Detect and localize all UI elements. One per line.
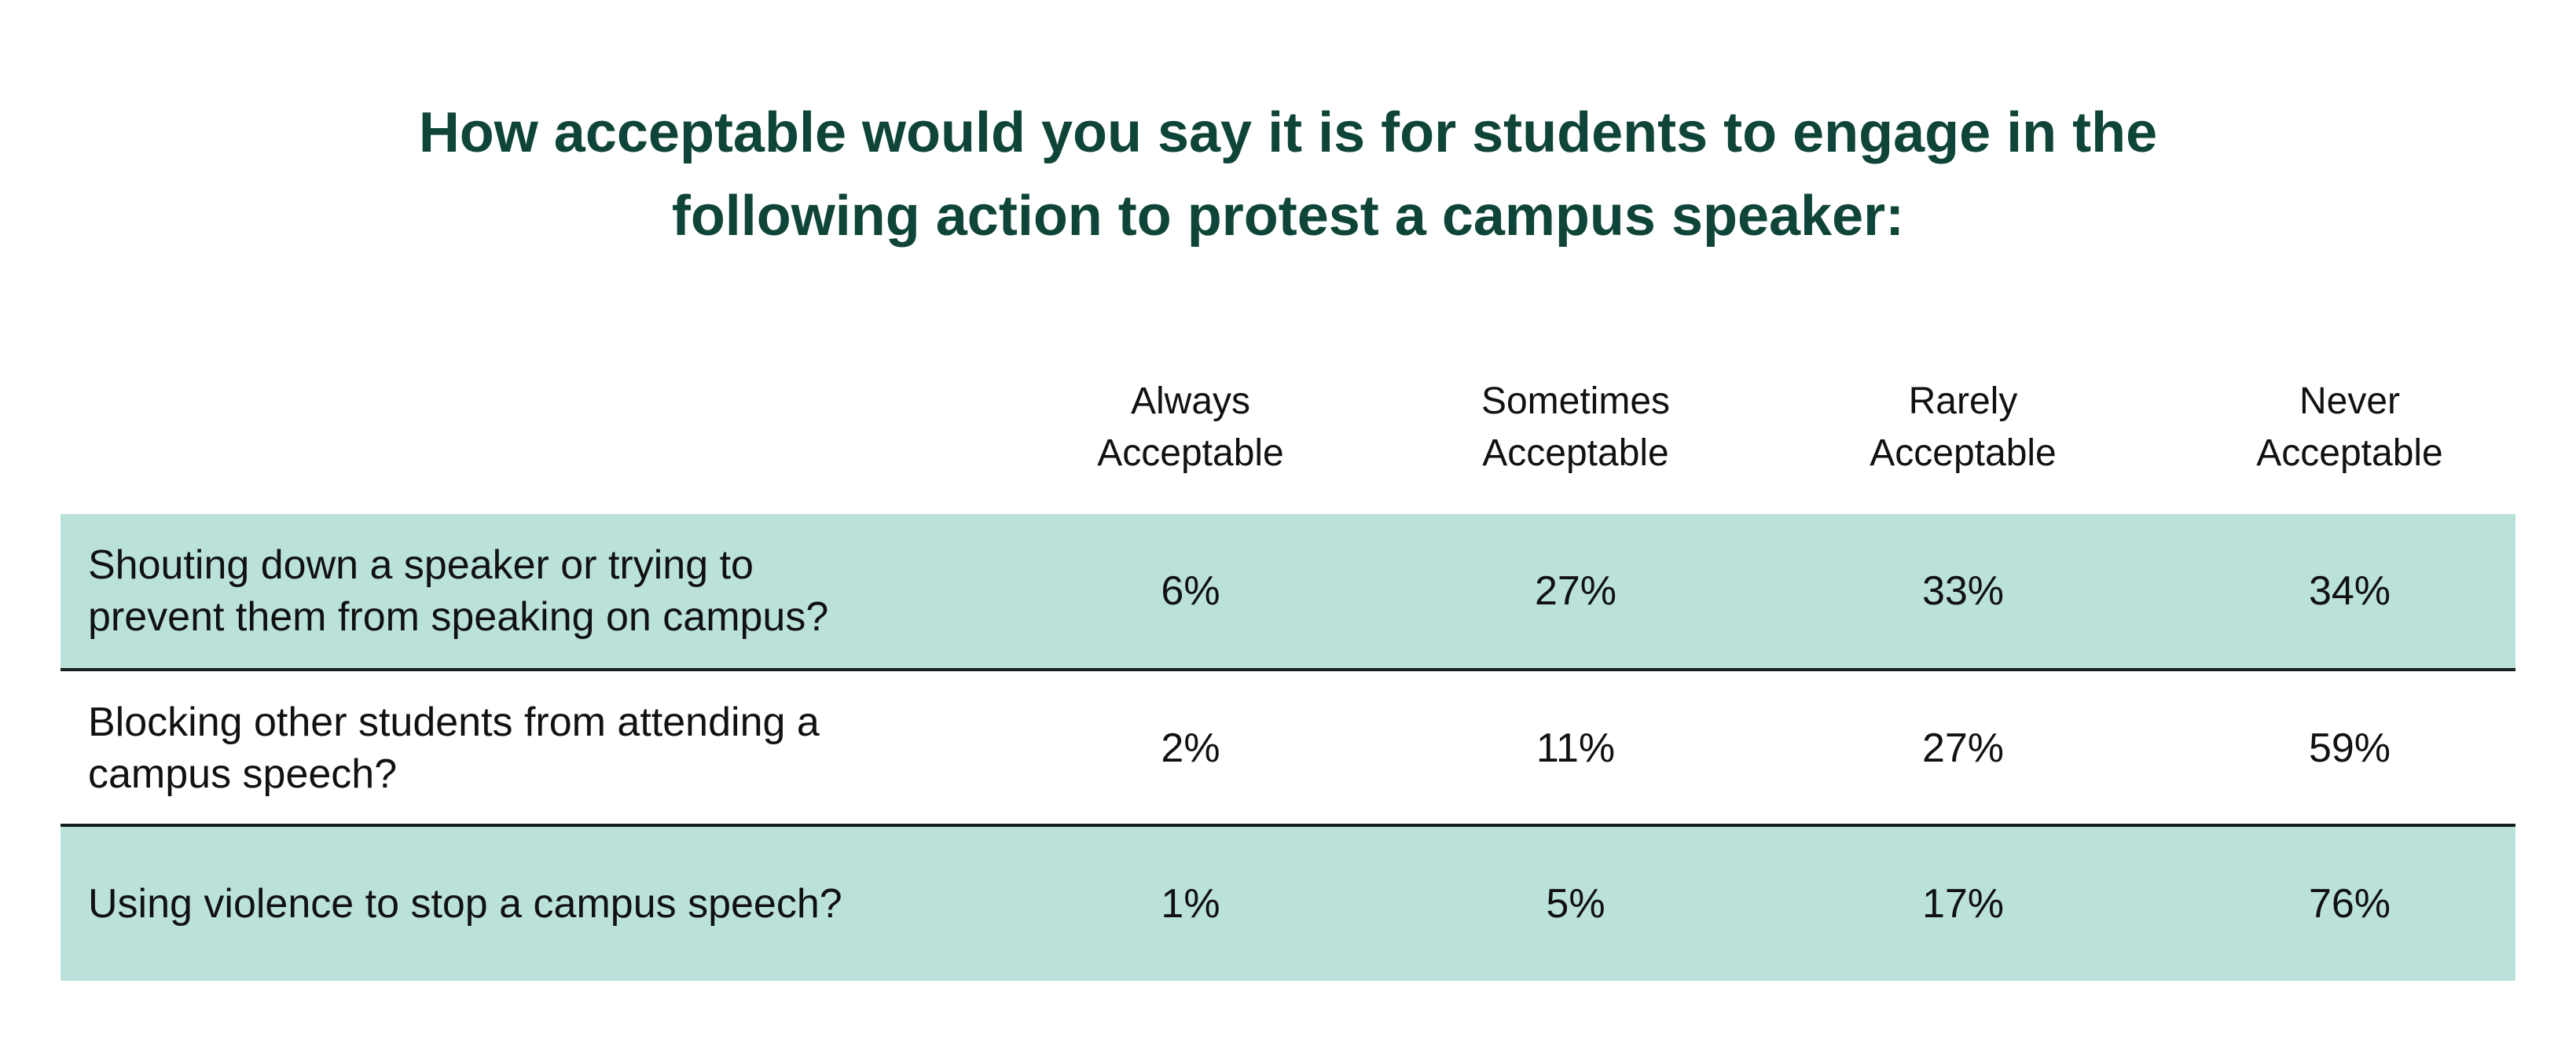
chart-title: How acceptable would you say it is for s… bbox=[0, 91, 2576, 258]
cell-always: 6% bbox=[1161, 568, 1220, 614]
row-label: Shouting down a speaker or trying to pre… bbox=[88, 539, 1031, 643]
table-row-blocking: Blocking other students from attending a… bbox=[61, 668, 2515, 825]
column-header-always-line-2: Acceptable bbox=[1097, 432, 1284, 474]
column-header-rarely: Rarely Acceptable bbox=[1798, 376, 2128, 479]
row-label: Using violence to stop a campus speech? bbox=[88, 878, 1031, 930]
row-label-line-2: prevent them from speaking on campus? bbox=[88, 594, 829, 640]
column-header-always-line-1: Always bbox=[1130, 380, 1251, 422]
cell-never: 34% bbox=[2308, 568, 2391, 614]
cell-sometimes: 11% bbox=[1536, 725, 1616, 771]
cell-always: 1% bbox=[1161, 881, 1220, 927]
cell-rarely: 27% bbox=[1921, 725, 2005, 771]
table-row-shouting-down: Shouting down a speaker or trying to pre… bbox=[61, 514, 2515, 668]
row-label-line-1: Shouting down a speaker or trying to bbox=[88, 542, 754, 588]
cell-never: 76% bbox=[2308, 881, 2391, 927]
cell-always: 2% bbox=[1161, 725, 1220, 771]
row-label: Blocking other students from attending a… bbox=[88, 696, 1031, 800]
column-header-never: Never Acceptable bbox=[2185, 376, 2515, 479]
table-row-violence: Using violence to stop a campus speech? … bbox=[61, 824, 2515, 981]
cell-never: 59% bbox=[2308, 725, 2391, 771]
chart-title-line-1: How acceptable would you say it is for s… bbox=[418, 101, 2158, 164]
cell-rarely: 33% bbox=[1921, 568, 2005, 614]
cell-sometimes: 5% bbox=[1546, 881, 1605, 927]
column-header-rarely-line-2: Acceptable bbox=[1870, 432, 2057, 474]
chart-title-line-2: following action to protest a campus spe… bbox=[671, 185, 1905, 248]
row-label-line-2: campus speech? bbox=[88, 751, 398, 797]
column-header-always: Always Acceptable bbox=[1026, 376, 1356, 479]
column-header-rarely-line-1: Rarely bbox=[1908, 380, 2018, 422]
column-header-sometimes-line-1: Sometimes bbox=[1481, 380, 1671, 422]
column-header-never-line-2: Acceptable bbox=[2256, 432, 2443, 474]
column-header-never-line-1: Never bbox=[2299, 380, 2401, 422]
column-header-sometimes: Sometimes Acceptable bbox=[1411, 376, 1741, 479]
row-label-line-1: Blocking other students from attending a bbox=[88, 700, 820, 745]
row-label-line-1: Using violence to stop a campus speech? bbox=[88, 881, 842, 927]
cell-sometimes: 27% bbox=[1534, 568, 1617, 614]
column-header-sometimes-line-2: Acceptable bbox=[1482, 432, 1669, 474]
cell-rarely: 17% bbox=[1921, 881, 2005, 927]
